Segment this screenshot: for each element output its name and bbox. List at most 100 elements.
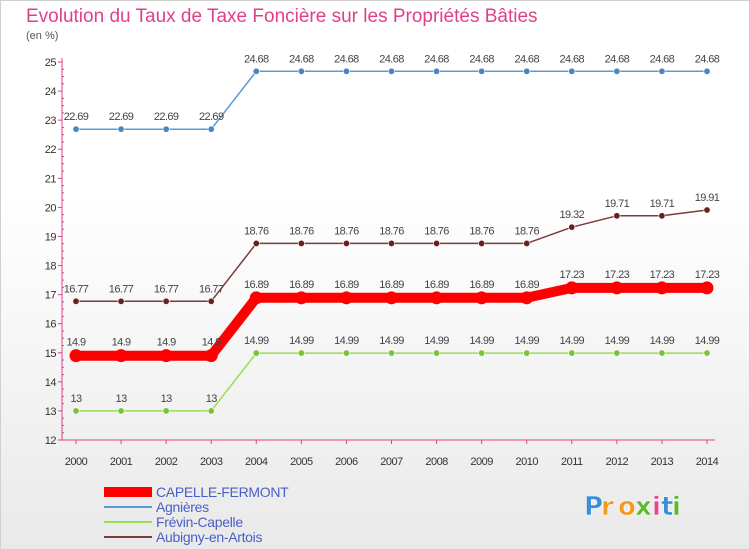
data-point: [523, 349, 531, 357]
legend-item: Aubigny-en-Artois: [104, 529, 263, 545]
data-label: 24.68: [289, 53, 314, 65]
data-point: [700, 281, 714, 295]
data-label: 14.99: [244, 335, 269, 347]
legend-item: Agnières: [104, 499, 209, 515]
x-tick-label: 2007: [380, 456, 403, 468]
brand-letter: o: [618, 492, 636, 522]
data-point: [568, 67, 576, 75]
data-point: [162, 125, 170, 133]
data-point: [252, 239, 260, 247]
data-point: [478, 67, 486, 75]
data-point: [342, 239, 350, 247]
data-point: [342, 349, 350, 357]
y-tick-label: 24: [45, 86, 57, 98]
data-label: 16.77: [64, 283, 89, 295]
data-point: [159, 349, 173, 363]
data-label: 14.99: [334, 335, 359, 347]
data-label: 18.76: [469, 225, 494, 237]
legend-label: Agnières: [156, 499, 209, 515]
data-label: 13: [70, 393, 82, 405]
data-point: [207, 407, 215, 415]
data-point: [658, 212, 666, 220]
data-point: [703, 67, 711, 75]
data-point: [655, 281, 669, 295]
legend-item: CAPELLE-FERMONT: [104, 484, 289, 500]
data-point: [703, 206, 711, 214]
data-point: [430, 291, 444, 305]
data-point: [433, 239, 441, 247]
axes: 12 13 14 15 16 17 18 19 20 21 22 23 24 25 2000 2001 2002…: [45, 57, 719, 468]
data-label: 24.68: [695, 53, 720, 65]
data-point: [613, 212, 621, 220]
data-point: [433, 67, 441, 75]
x-tick-label: 2014: [696, 456, 719, 468]
data-label: 19.91: [695, 192, 720, 204]
data-point: [72, 407, 80, 415]
y-tick-label: 14: [45, 377, 57, 389]
data-point: [478, 349, 486, 357]
x-tick-label: 2011: [561, 456, 583, 468]
data-point: [204, 349, 218, 363]
data-point: [610, 281, 624, 295]
data-point: [703, 349, 711, 357]
data-point: [613, 67, 621, 75]
proxiti-logo: Pr o x i ti: [584, 492, 682, 523]
data-point: [207, 297, 215, 305]
y-tick-label: 23: [45, 115, 57, 127]
series-agni-res: 22.69 22.69 22.69 22.69 24.68 24.68 24.68 24.68…: [64, 53, 720, 133]
data-point: [658, 349, 666, 357]
y-tick-label: 18: [45, 261, 57, 273]
data-label: 16.89: [469, 279, 494, 291]
data-label: 19.71: [605, 198, 630, 210]
chart-title: Evolution du Taux de Taxe Foncière sur l…: [26, 6, 538, 27]
data-label: 19.32: [560, 209, 585, 221]
x-tick-label: 2002: [155, 456, 178, 468]
data-point: [297, 239, 305, 247]
data-point: [478, 239, 486, 247]
y-tick-label: 20: [45, 202, 57, 214]
legend: CAPELLE-FERMONTAgnièresFrévin-CapelleAub…: [104, 484, 289, 545]
x-tick-label: 2013: [651, 456, 674, 468]
data-label: 24.68: [605, 53, 630, 65]
y-tick-label: 16: [45, 319, 57, 331]
data-label: 24.68: [560, 53, 585, 65]
data-point: [658, 67, 666, 75]
data-label: 24.68: [379, 53, 404, 65]
data-label: 17.23: [695, 269, 720, 281]
legend-label: Aubigny-en-Artois: [156, 529, 262, 545]
y-tick-label: 25: [45, 57, 57, 69]
data-label: 13: [116, 393, 128, 405]
data-point: [520, 291, 534, 305]
y-tick-label: 13: [45, 406, 57, 418]
x-tick-label: 2006: [335, 456, 358, 468]
data-label: 14.99: [605, 335, 630, 347]
data-label: 14.99: [560, 335, 585, 347]
data-label: 16.89: [289, 279, 314, 291]
data-label: 16.89: [379, 279, 404, 291]
x-tick-label: 2001: [110, 456, 133, 468]
data-point: [294, 291, 308, 305]
data-label: 18.76: [424, 225, 449, 237]
data-label: 18.76: [244, 225, 269, 237]
data-label: 13: [161, 393, 173, 405]
y-tick-label: 21: [45, 173, 57, 185]
data-point: [117, 125, 125, 133]
data-label: 16.89: [424, 279, 449, 291]
data-label: 17.23: [605, 269, 630, 281]
data-label: 24.68: [514, 53, 539, 65]
brand-letter: i: [652, 492, 661, 522]
data-label: 16.77: [199, 283, 224, 295]
data-point: [252, 67, 260, 75]
data-point: [72, 297, 80, 305]
data-point: [297, 67, 305, 75]
data-label: 14.9: [112, 337, 131, 349]
data-label: 22.69: [109, 111, 134, 123]
data-point: [568, 349, 576, 357]
data-label: 17.23: [560, 269, 585, 281]
data-point: [252, 349, 260, 357]
data-label: 17.23: [650, 269, 675, 281]
data-point: [117, 407, 125, 415]
data-point: [342, 67, 350, 75]
data-label: 14.99: [289, 335, 314, 347]
